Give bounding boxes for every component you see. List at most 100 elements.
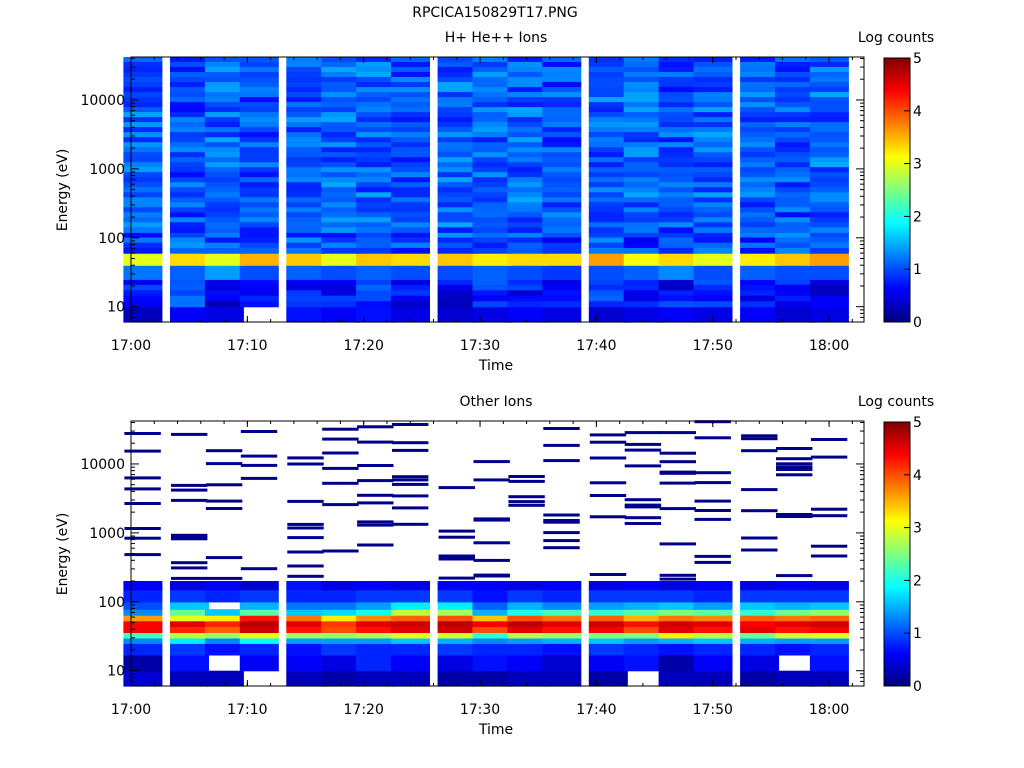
heatmap-cell	[204, 670, 244, 677]
heatmap-cell	[391, 311, 430, 318]
heatmap-cell	[204, 649, 244, 656]
heatmap-cell	[472, 197, 512, 203]
heatmap-cell	[507, 202, 547, 208]
heatmap-cell	[623, 665, 663, 672]
heatmap-cell	[809, 77, 849, 83]
heatmap-cell	[658, 232, 698, 239]
sparse-count-mark	[624, 442, 662, 446]
heatmap-cell	[204, 306, 244, 313]
heatmap-cell	[472, 112, 512, 118]
heatmap-cell	[286, 274, 326, 280]
heatmap-cell	[437, 97, 477, 103]
heatmap-cell	[170, 274, 209, 280]
heatmap-cell	[740, 192, 780, 198]
x-axis: 17:00 17:10 17:20 17:30 17:40 17:50 18:00	[111, 421, 853, 718]
heatmap-cell	[472, 217, 512, 223]
heatmap-cell	[437, 87, 477, 93]
heatmap-cell	[658, 112, 698, 118]
heatmap-cell	[170, 237, 209, 244]
heatmap-cell	[391, 72, 430, 78]
heatmap-cell	[472, 192, 512, 198]
heatmap-cell	[623, 632, 663, 639]
heatmap-cell	[507, 197, 547, 203]
heatmap-cell	[740, 670, 780, 677]
sparse-count-mark	[589, 573, 627, 576]
heatmap-cell	[693, 152, 733, 158]
heatmap-cell	[809, 632, 849, 639]
sparse-count-mark	[171, 561, 208, 565]
heatmap-cell	[588, 212, 628, 218]
heatmap-cell	[693, 654, 733, 661]
heatmap-cell	[123, 112, 163, 118]
heatmap-cell	[542, 82, 582, 88]
sparse-count-mark	[392, 475, 429, 479]
heatmap-cell	[658, 615, 698, 622]
sparse-count-lines	[124, 420, 848, 581]
heatmap-cell	[204, 207, 244, 213]
heatmap-cell	[170, 172, 209, 178]
heatmap-cell	[356, 122, 396, 128]
spectrogram-panel-h-he-ions: H+ He++ Ions 17:00 17:10 17:20 17:30 17:40 17…	[55, 30, 934, 374]
heatmap-cell	[437, 82, 477, 88]
heatmap-cell	[321, 253, 361, 260]
heatmap-cell	[693, 92, 733, 98]
heatmap-cell	[693, 295, 733, 302]
sparse-count-mark	[322, 549, 359, 553]
heatmap-cell	[658, 675, 698, 682]
heatmap-cell	[507, 97, 547, 103]
heatmap-cell	[123, 227, 163, 233]
heatmap-cell	[204, 217, 244, 223]
heatmap-cell	[472, 57, 512, 63]
heatmap-cell	[356, 643, 396, 650]
heatmap-cell	[472, 162, 512, 168]
heatmap-cell	[507, 581, 547, 586]
heatmap-cell	[170, 284, 209, 291]
heatmap-cell	[204, 265, 244, 271]
heatmap-cell	[507, 167, 547, 173]
heatmap-cell	[658, 609, 698, 616]
heatmap-cell	[204, 202, 244, 208]
heatmap-cell	[588, 311, 628, 318]
heatmap-cell	[239, 67, 279, 73]
sparse-count-mark	[473, 541, 510, 545]
heatmap-cell	[286, 581, 326, 586]
heatmap-cell	[437, 253, 477, 260]
heatmap-cell	[507, 279, 547, 286]
heatmap-cell	[542, 72, 582, 78]
heatmap-cell	[623, 620, 663, 627]
sparse-count-mark	[124, 527, 161, 530]
heatmap-cell	[391, 290, 430, 297]
heatmap-cell	[740, 295, 780, 302]
heatmap-cell	[588, 92, 628, 98]
heatmap-cell	[542, 97, 582, 103]
heatmap-cell	[391, 247, 430, 254]
heatmap-cell	[286, 172, 326, 178]
heatmap-cell	[809, 112, 849, 118]
heatmap-cell	[437, 279, 477, 286]
heatmap-cell	[507, 147, 547, 153]
heatmap-cell	[542, 147, 582, 153]
heatmap-cell	[588, 82, 628, 88]
heatmap-cell	[740, 227, 780, 233]
heatmap-cell	[588, 62, 628, 68]
heatmap-cell	[809, 237, 849, 244]
sparse-count-mark	[508, 503, 545, 507]
heatmap-cell	[623, 112, 663, 118]
heatmap-cell	[356, 197, 396, 203]
heatmap-cell	[775, 581, 814, 586]
heatmap-cell	[623, 247, 663, 254]
heatmap-cell	[658, 222, 698, 228]
heatmap-cell	[321, 247, 361, 254]
heatmap-cell	[507, 82, 547, 88]
heatmap-cell	[809, 107, 849, 113]
heatmap-cell	[507, 107, 547, 113]
heatmap-cell	[775, 162, 814, 168]
sparse-count-mark	[508, 500, 545, 504]
heatmap-cell	[623, 279, 663, 286]
heatmap-cell	[286, 92, 326, 98]
heatmap-cell	[542, 311, 582, 318]
heatmap-cell	[588, 72, 628, 78]
heatmap-cell	[623, 62, 663, 68]
heatmap-cell	[391, 207, 430, 213]
heatmap-cell	[658, 242, 698, 249]
